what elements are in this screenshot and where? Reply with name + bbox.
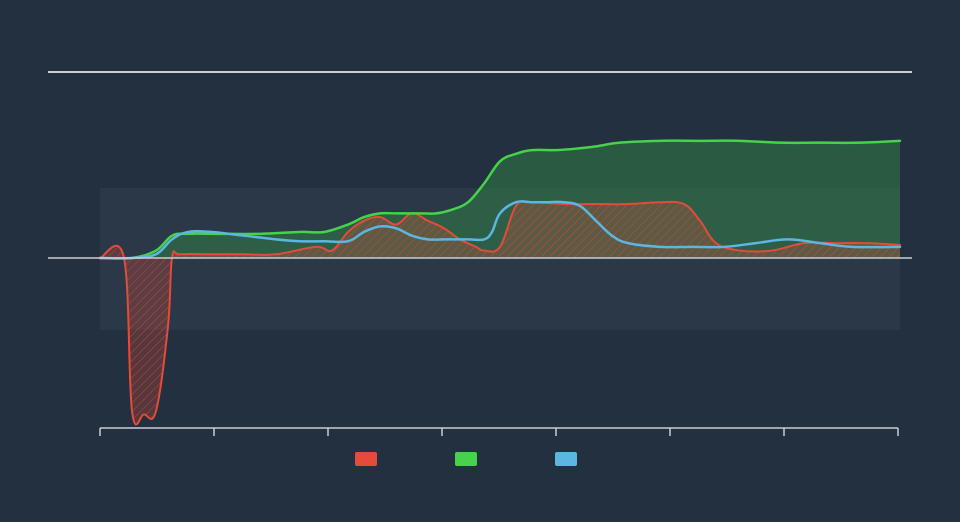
legend-swatch-green — [455, 452, 477, 466]
legend-swatch-red — [355, 452, 377, 466]
legend-item-green[interactable] — [455, 452, 485, 466]
legend — [355, 452, 585, 466]
legend-swatch-blue — [555, 452, 577, 466]
legend-item-red[interactable] — [355, 452, 385, 466]
area-chart — [0, 0, 960, 522]
legend-item-blue[interactable] — [555, 452, 585, 466]
